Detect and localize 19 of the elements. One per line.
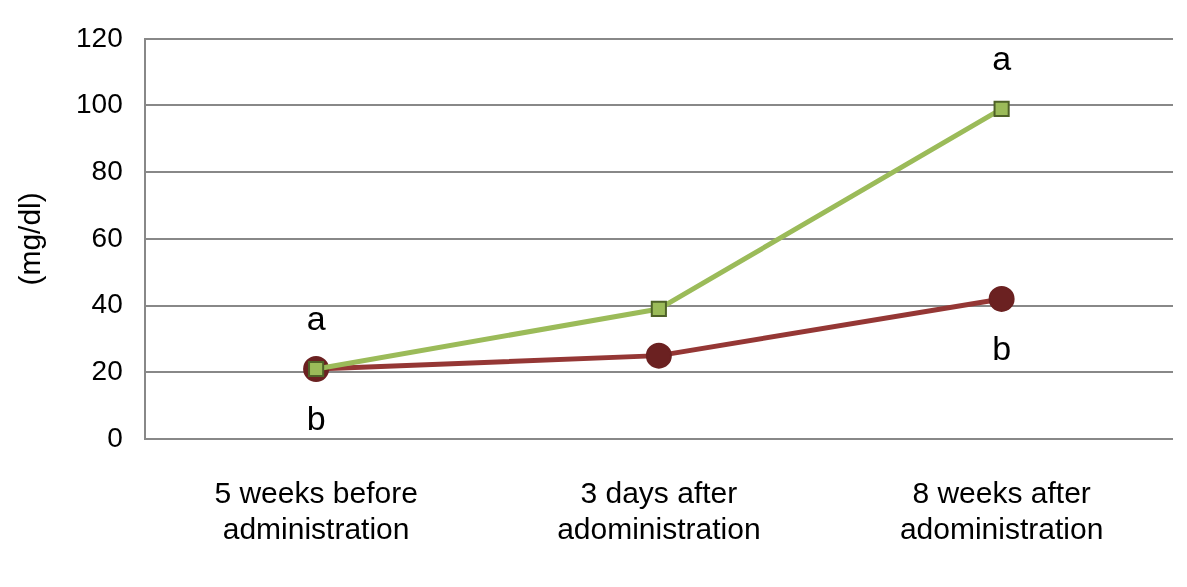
- y-tick-label: 0: [107, 421, 123, 453]
- x-tick-label: 3 days after adoministration: [557, 476, 761, 546]
- y-tick-label: 100: [76, 88, 123, 120]
- point: [645, 342, 672, 369]
- point: [650, 300, 667, 318]
- annotation: b: [306, 399, 326, 438]
- y-tick-label: 120: [76, 21, 123, 53]
- x-tick-label: 8 weeks after adoministration: [899, 476, 1104, 546]
- point: [988, 285, 1015, 312]
- y-tick-label: 20: [91, 355, 123, 387]
- annotation: b: [992, 329, 1012, 368]
- x-tick-label: 5 weeks before administration: [214, 476, 418, 546]
- point: [993, 100, 1010, 117]
- y-tick-label: 40: [91, 288, 123, 320]
- annotation: a: [306, 299, 326, 338]
- annotation: a: [992, 39, 1012, 78]
- y-axis-title: (mg/dl): [13, 192, 47, 286]
- y-tick-label: 60: [91, 221, 123, 253]
- y-tick-label: 80: [91, 154, 123, 186]
